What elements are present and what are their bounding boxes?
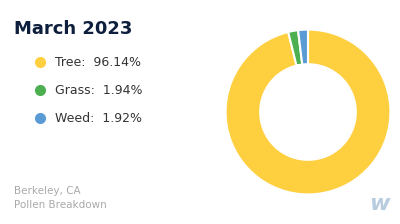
Text: Tree:  96.14%: Tree: 96.14% [55, 56, 141, 69]
Wedge shape [298, 30, 308, 65]
Text: Berkeley, CA: Berkeley, CA [14, 186, 81, 196]
Text: w: w [370, 194, 390, 214]
Text: Pollen Breakdown: Pollen Breakdown [14, 200, 107, 210]
Wedge shape [288, 30, 302, 66]
Text: Weed:  1.92%: Weed: 1.92% [55, 112, 142, 125]
Text: Grass:  1.94%: Grass: 1.94% [55, 84, 142, 97]
Wedge shape [226, 30, 390, 194]
Text: March 2023: March 2023 [14, 20, 132, 38]
